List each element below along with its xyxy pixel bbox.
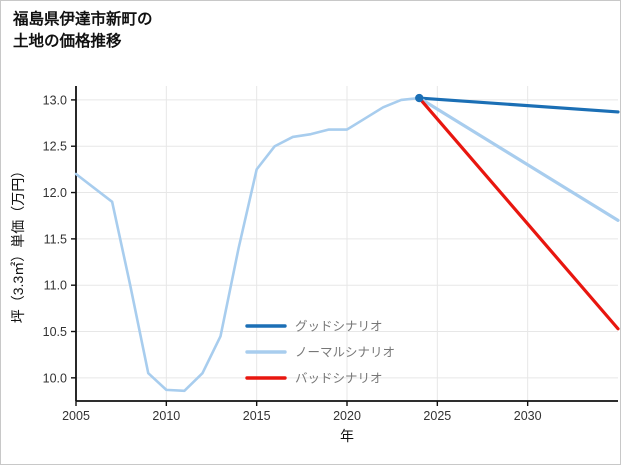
svg-text:11.0: 11.0 xyxy=(44,279,67,293)
svg-text:2030: 2030 xyxy=(514,409,542,423)
svg-text:2015: 2015 xyxy=(243,409,271,423)
legend-label-bad: バッドシナリオ xyxy=(295,372,383,386)
branch-marker xyxy=(415,93,424,103)
x-axis-label: 年 xyxy=(340,428,354,444)
series-historical xyxy=(74,96,421,393)
svg-text:11.5: 11.5 xyxy=(44,232,67,246)
chart-title: 福島県伊達市新町の 土地の価格推移 xyxy=(13,9,153,53)
series-lines xyxy=(74,96,620,393)
svg-text:2005: 2005 xyxy=(62,409,90,423)
chart-title-line1: 福島県伊達市新町の xyxy=(13,11,153,28)
tick-marks xyxy=(71,99,529,406)
x-tick-labels: 2005 2010 2015 2020 2025 2030 xyxy=(62,409,542,423)
series-bad xyxy=(417,96,620,331)
svg-text:13.0: 13.0 xyxy=(43,93,67,107)
svg-text:2010: 2010 xyxy=(152,409,180,423)
gridlines xyxy=(75,86,618,401)
svg-text:2020: 2020 xyxy=(333,409,361,423)
y-tick-labels: 10.0 10.5 11.0 11.5 12.0 12.5 13.0 xyxy=(43,93,67,385)
series-normal xyxy=(417,96,620,222)
svg-text:2025: 2025 xyxy=(423,409,451,423)
chart-title-line2: 土地の価格推移 xyxy=(13,33,122,50)
svg-text:12.5: 12.5 xyxy=(43,140,67,154)
svg-text:10.0: 10.0 xyxy=(43,371,67,385)
svg-text:12.0: 12.0 xyxy=(43,186,67,200)
legend-label-good: グッドシナリオ xyxy=(295,320,383,334)
svg-text:10.5: 10.5 xyxy=(43,325,67,339)
y-axis-label: 坪（3.3㎡）単価（万円） xyxy=(10,164,26,323)
legend-label-normal: ノーマルシナリオ xyxy=(295,346,395,360)
series-good xyxy=(417,96,620,114)
